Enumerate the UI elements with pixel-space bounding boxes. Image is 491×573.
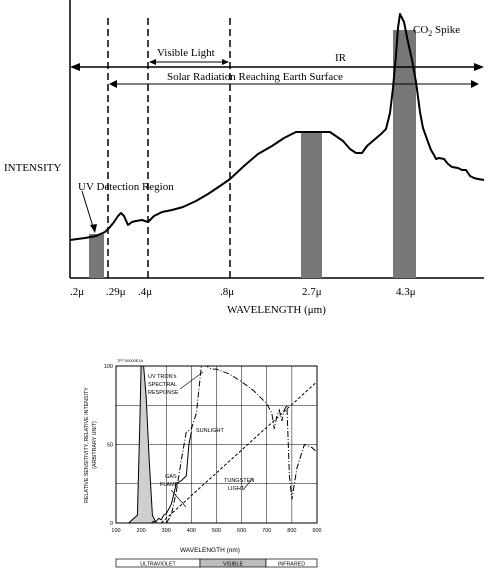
uv-pointer-line xyxy=(81,190,95,231)
bottom-y-axis-title-line1: RELATIVE SENSITIVITY, RELATIVE INTENSITY xyxy=(84,387,90,503)
uv-annotation xyxy=(81,190,97,233)
x-tick-100: 100 xyxy=(111,528,120,534)
bottom-texts: TPT 50000E1A UV TRON's SPECTRAL RESPONSE… xyxy=(84,359,254,554)
band-label-infrared: INFRARED xyxy=(278,562,305,568)
gas-flame-line xyxy=(150,431,192,524)
band-label-visible: VISIBLE xyxy=(223,562,243,568)
x-tick-label-3: .8μ xyxy=(220,286,234,298)
visible-arrow-right-head xyxy=(222,59,229,65)
solar-arrow-left-head xyxy=(109,80,117,88)
ir-label: IR xyxy=(335,52,347,64)
uvtron-label-line3: RESPONSE xyxy=(148,390,179,396)
solar-arrow-right-head xyxy=(471,80,479,88)
x-tick-label-1: .29μ xyxy=(106,286,126,298)
x-tick-label-5: 4.3μ xyxy=(396,286,416,298)
top-texts: INTENSITY Visible Light IR Solar Radiati… xyxy=(4,24,460,316)
uvtron-label-line1: UV TRON's xyxy=(148,374,177,380)
sunlight-label: SUNLIGHT xyxy=(196,428,224,434)
bottom-leaders xyxy=(170,371,254,508)
intensity-label: INTENSITY xyxy=(4,162,61,174)
x-tick-300: 300 xyxy=(162,528,171,534)
top-tick-labels: .2μ .29μ .4μ .8μ 2.7μ 4.3μ xyxy=(70,286,416,298)
y-tick-50: 50 xyxy=(107,443,113,449)
x-axis-title: WAVELENGTH (μm) xyxy=(227,304,326,316)
top-chart: INTENSITY Visible Light IR Solar Radiati… xyxy=(4,0,485,316)
x-tick-800: 800 xyxy=(287,528,296,534)
y-tick-100: 100 xyxy=(104,364,113,370)
bottom-x-axis-title: WAVELENGTH (nm) xyxy=(180,547,240,554)
gas-flame-leader xyxy=(170,489,187,508)
x-tick-400: 400 xyxy=(187,528,196,534)
x-tick-900: 900 xyxy=(312,528,321,534)
y-tick-0: 0 xyxy=(110,521,113,527)
band-infrared xyxy=(265,558,318,568)
gas-flame-label-line2: FLAME xyxy=(160,482,179,488)
uvtron-response-area xyxy=(127,365,157,524)
range-arrow-left-head xyxy=(70,63,80,71)
x-tick-600: 600 xyxy=(237,528,246,534)
top-axes xyxy=(69,0,484,279)
top-intensity-curve xyxy=(69,13,485,241)
co2-spike-label: CO2 Spike xyxy=(413,24,460,38)
solar-radiation-label: Solar Radiation Reaching Earth Surface xyxy=(167,71,343,83)
top-shaded-bars xyxy=(89,30,416,278)
sunlight-line xyxy=(165,365,318,524)
tungsten-light-line xyxy=(160,381,318,524)
uvtron-leader xyxy=(179,371,204,390)
uv-detection-label: UV Detection Region xyxy=(78,181,174,193)
shaded-bar-0 xyxy=(89,234,104,278)
spectrum-band-bar: ULTRAVIOLET VISIBLE INFRARED xyxy=(115,558,318,568)
x-tick-label-4: 2.7μ xyxy=(302,286,322,298)
bottom-y-axis-title-line2: (ARBITRARY UNIT) xyxy=(92,421,98,469)
corner-label: TPT 50000E1A xyxy=(117,359,143,363)
x-tick-200: 200 xyxy=(137,528,146,534)
x-tick-700: 700 xyxy=(262,528,271,534)
bottom-chart: TPT 50000E1A UV TRON's SPECTRAL RESPONSE… xyxy=(84,359,322,568)
uv-pointer-head xyxy=(90,224,97,233)
shaded-bar-1 xyxy=(301,132,322,278)
visible-arrow-left-head xyxy=(149,59,156,65)
band-label-ultraviolet: ULTRAVIOLET xyxy=(140,562,176,568)
range-arrow-right-head xyxy=(474,63,484,71)
gas-flame-label-line1: GAS xyxy=(165,474,177,480)
x-tick-500: 500 xyxy=(212,528,221,534)
tungsten-leader xyxy=(242,477,254,491)
shaded-bar-2 xyxy=(393,30,416,278)
x-tick-label-2: .4μ xyxy=(138,286,152,298)
visible-light-label: Visible Light xyxy=(157,47,215,59)
tungsten-label-line2: LIGHT xyxy=(228,486,245,492)
bottom-tick-labels: 100 200 300 400 500 600 700 800 900 0 50 100 xyxy=(104,364,322,534)
x-tick-label-0: .2μ xyxy=(70,286,84,298)
tungsten-label-line1: TUNGSTEN xyxy=(224,478,254,484)
uvtron-label-line2: SPECTRAL xyxy=(148,382,177,388)
